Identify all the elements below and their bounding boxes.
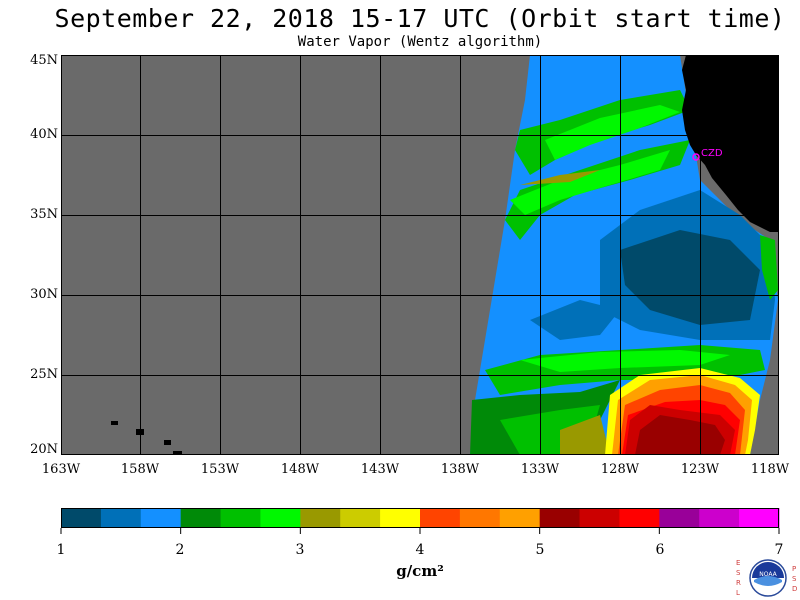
colorbar-swatch <box>420 508 461 528</box>
lat-label: 45N <box>30 53 58 68</box>
colorbar-swatch <box>340 508 381 528</box>
lon-label: 138W <box>440 462 480 477</box>
lon-label: 118W <box>750 462 790 477</box>
colorbar-tick-label: 3 <box>295 542 305 558</box>
colorbar <box>60 508 780 534</box>
colorbar-swatch <box>220 508 261 528</box>
colorbar-swatch <box>100 508 142 528</box>
lat-label: 20N <box>30 442 58 457</box>
noaa-emblem-icon: NOAA <box>749 559 787 597</box>
colorbar-swatch <box>739 508 780 528</box>
lat-label: 35N <box>30 207 58 222</box>
colorbar-tick-label: 6 <box>655 542 665 558</box>
colorbar-swatch <box>699 508 740 528</box>
colorbar-tick-label: 7 <box>774 542 784 558</box>
logo-letter: R <box>736 579 741 587</box>
lon-label: 158W <box>120 462 160 477</box>
lon-label: 133W <box>520 462 560 477</box>
colorbar-swatch <box>619 508 660 528</box>
logo-letter: S <box>792 575 797 583</box>
lat-label: 40N <box>30 127 58 142</box>
lon-label: 148W <box>280 462 320 477</box>
lon-label: 123W <box>680 462 720 477</box>
lat-label: 30N <box>30 287 58 302</box>
lon-label: 153W <box>200 462 240 477</box>
map-grid <box>61 55 779 455</box>
lat-label: 25N <box>30 367 58 382</box>
logo-letter: S <box>736 569 741 577</box>
lon-label: 163W <box>41 462 81 477</box>
colorbar-frame <box>61 508 779 528</box>
colorbar-tick-label: 4 <box>415 542 425 558</box>
map-subtitle: Water Vapor (Wentz algorithm) <box>297 34 543 50</box>
colorbar-swatch <box>659 508 700 528</box>
colorbar-swatch <box>579 508 620 528</box>
colorbar-tick-label: 1 <box>56 542 66 558</box>
colorbar-swatch <box>180 508 222 528</box>
colorbar-tick-label: 2 <box>175 542 185 558</box>
colorbar-swatch <box>260 508 301 528</box>
colorbar-swatch <box>140 508 182 528</box>
colorbar-swatch <box>61 508 102 528</box>
map-title: September 22, 2018 15-17 UTC (Orbit star… <box>54 4 786 33</box>
colorbar-swatch <box>300 508 341 528</box>
noaa-emblem-text: NOAA <box>759 571 777 578</box>
colorbar-swatch <box>499 508 541 528</box>
lon-label: 143W <box>360 462 400 477</box>
colorbar-swatch <box>459 508 501 528</box>
logo-letter: E <box>736 559 741 567</box>
coastline-land <box>682 55 779 232</box>
logo-letter: D <box>792 585 798 593</box>
lon-label: 128W <box>600 462 640 477</box>
station-label: CZD <box>701 148 723 159</box>
colorbar-unit: g/cm² <box>396 562 444 580</box>
colorbar-swatch <box>539 508 581 528</box>
logo-letter: P <box>792 565 797 573</box>
map-frame <box>61 55 779 455</box>
colorbar-swatch <box>380 508 421 528</box>
colorbar-tick-label: 5 <box>535 542 545 558</box>
logo-letter: L <box>736 589 740 597</box>
station-marker <box>692 153 700 161</box>
noaa-logo: E S R L NOAA P S D <box>736 556 800 600</box>
